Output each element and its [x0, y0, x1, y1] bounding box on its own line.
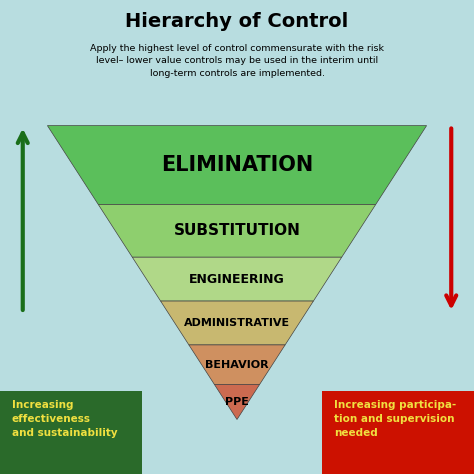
Polygon shape: [161, 301, 313, 345]
Text: SUBSTITUTION: SUBSTITUTION: [173, 223, 301, 238]
Text: Increasing participa-
tion and supervision
needed: Increasing participa- tion and supervisi…: [334, 400, 456, 438]
Text: ENGINEERING: ENGINEERING: [189, 273, 285, 286]
Text: BEHAVIOR: BEHAVIOR: [205, 360, 269, 370]
Bar: [0, 391, 142, 474]
Polygon shape: [132, 257, 342, 301]
Text: Apply the highest level of control commensurate with the risk
level– lower value: Apply the highest level of control comme…: [90, 44, 384, 78]
Polygon shape: [214, 384, 260, 419]
Bar: [322, 391, 474, 474]
Text: Hierarchy of Control: Hierarchy of Control: [126, 12, 348, 31]
Text: ELIMINATION: ELIMINATION: [161, 155, 313, 175]
Text: Increasing
effectiveness
and sustainability: Increasing effectiveness and sustainabil…: [12, 400, 118, 438]
Polygon shape: [98, 205, 376, 257]
Polygon shape: [47, 126, 427, 205]
Text: PPE: PPE: [225, 397, 249, 407]
Text: ADMINISTRATIVE: ADMINISTRATIVE: [184, 318, 290, 328]
Polygon shape: [189, 345, 285, 384]
